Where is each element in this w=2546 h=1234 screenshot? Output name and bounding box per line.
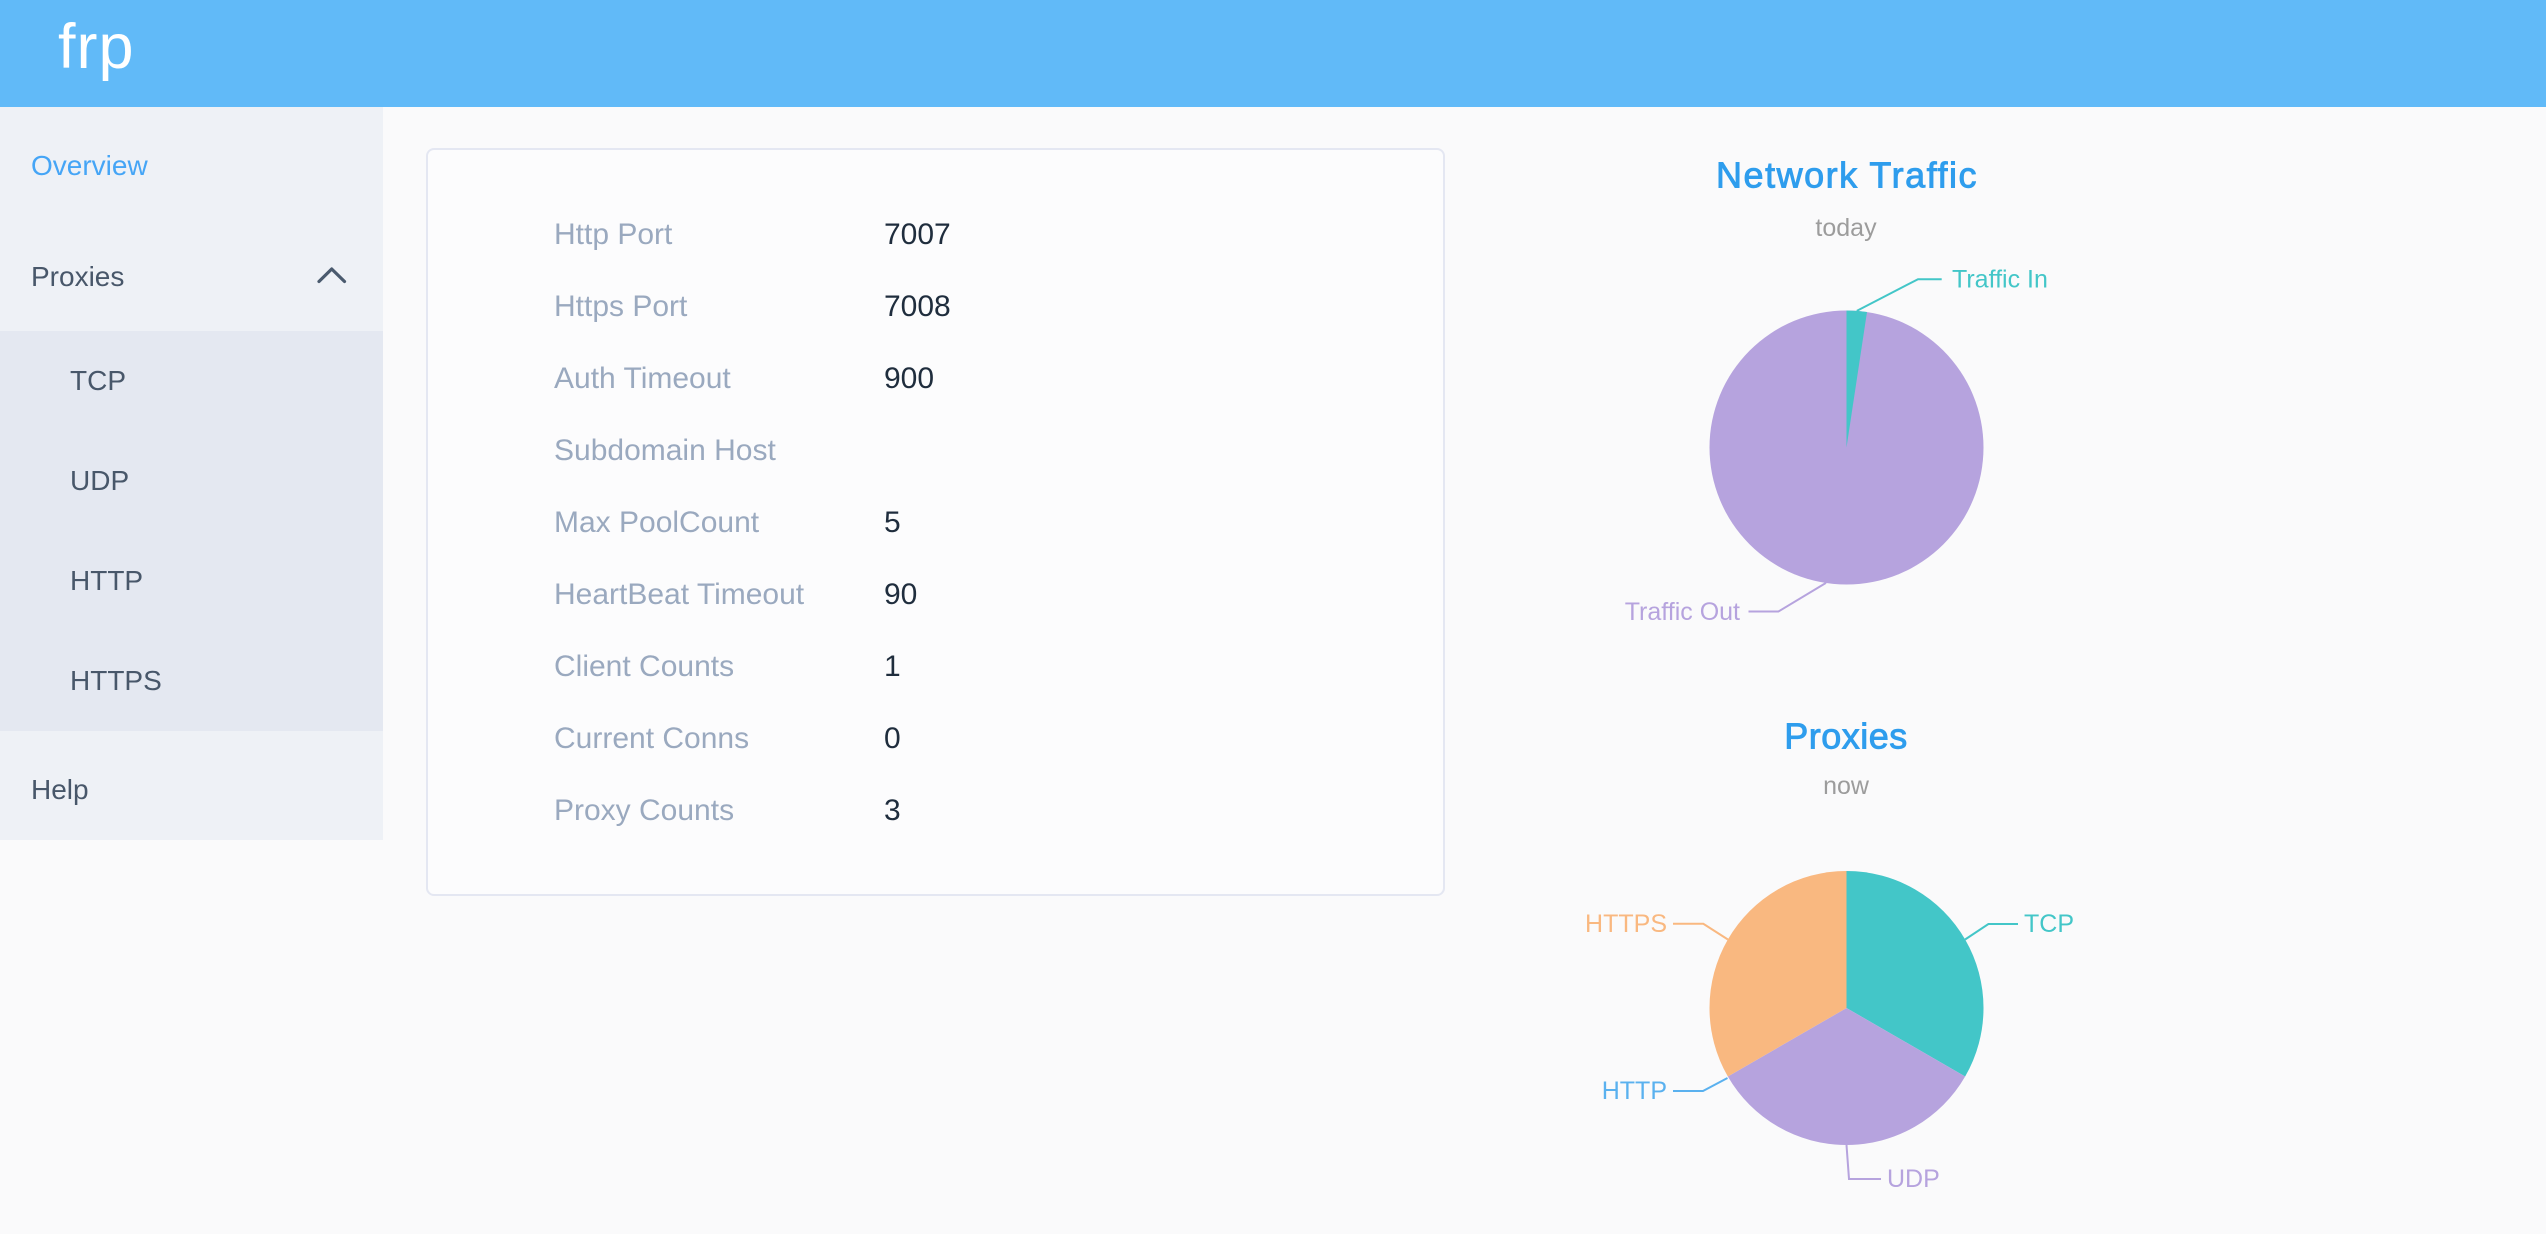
svg-text:now: now xyxy=(1823,772,1870,800)
svg-text:TCP: TCP xyxy=(2024,910,2074,938)
svg-text:Traffic Out: Traffic Out xyxy=(1625,598,1740,626)
svg-text:Traffic In: Traffic In xyxy=(1952,266,2048,294)
svg-text:Network Traffic: Network Traffic xyxy=(1716,155,1978,196)
svg-text:HTTPS: HTTPS xyxy=(1585,910,1667,938)
svg-text:HTTP: HTTP xyxy=(1602,1077,1667,1105)
svg-text:today: today xyxy=(1815,214,1877,242)
svg-text:Proxies: Proxies xyxy=(1784,716,1908,757)
svg-text:UDP: UDP xyxy=(1887,1165,1940,1193)
